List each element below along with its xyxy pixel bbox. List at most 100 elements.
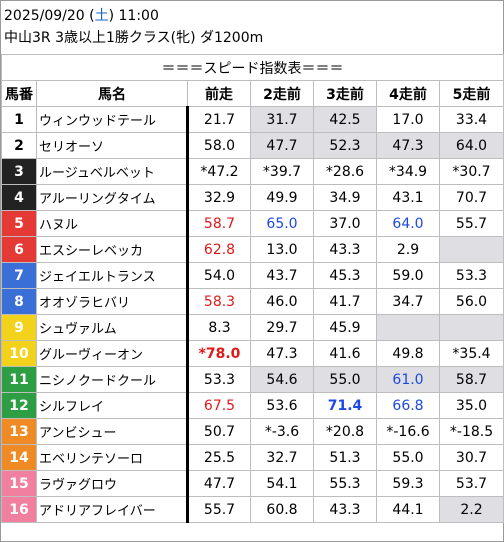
horse-name: グルーヴィーオン xyxy=(36,340,189,367)
speed-index-value: 30.7 xyxy=(438,444,504,471)
speed-index-value: 45.9 xyxy=(313,314,377,341)
speed-index-value: 2.9 xyxy=(376,236,440,263)
speed-index-value xyxy=(438,314,504,341)
horse-number: 16 xyxy=(1,496,37,523)
horse-number: 11 xyxy=(1,366,37,393)
speed-index-value: 21.7 xyxy=(187,106,251,133)
speed-index-value: 43.7 xyxy=(250,262,314,289)
speed-index-value: 43.1 xyxy=(376,184,440,211)
speed-index-value: 49.9 xyxy=(250,184,314,211)
table-row: 14 エベリンテソーロ 25.5 32.7 51.3 55.0 30.7 xyxy=(1,444,504,471)
speed-index-value: 53.3 xyxy=(187,366,251,393)
horse-number: 4 xyxy=(1,184,37,211)
horse-name: ニシノクードクール xyxy=(36,366,189,393)
speed-index-value: 34.7 xyxy=(376,288,440,315)
speed-index-value: 13.0 xyxy=(250,236,314,263)
speed-index-value: 59.3 xyxy=(376,470,440,497)
speed-index-value: 55.0 xyxy=(313,366,377,393)
speed-index-value: 47.7 xyxy=(250,132,314,159)
horse-number: 12 xyxy=(1,392,37,419)
table-row: 10 グルーヴィーオン *78.0 47.3 41.6 49.8 *35.4 xyxy=(1,340,504,367)
column-header-row: 馬番 馬名 前走 2走前 3走前 4走前 5走前 xyxy=(1,80,504,107)
horse-name: セリオーソ xyxy=(36,132,189,159)
table-row: 15 ラヴァグロウ 47.7 54.1 55.3 59.3 53.7 xyxy=(1,470,504,497)
speed-index-value: 50.7 xyxy=(187,418,251,445)
table-row: 6 エスシーレベッカ 62.8 13.0 43.3 2.9 xyxy=(1,236,504,263)
horse-name: ルージュベルベット xyxy=(36,158,189,185)
horse-number: 13 xyxy=(1,418,37,445)
horse-name: ウィンウッドテール xyxy=(36,106,189,133)
speed-index-value: *78.0 xyxy=(187,340,251,367)
horse-number: 6 xyxy=(1,236,37,263)
horse-number: 7 xyxy=(1,262,37,289)
horse-name: ハヌル xyxy=(36,210,189,237)
speed-index-value xyxy=(438,236,504,263)
header-horse-number: 馬番 xyxy=(1,80,37,107)
horse-name: オオゾラヒバリ xyxy=(36,288,189,315)
table-row: 4 アルーリングタイム 32.9 49.9 34.9 43.1 70.7 xyxy=(1,184,504,211)
speed-index-value: 61.0 xyxy=(376,366,440,393)
speed-index-value: 25.5 xyxy=(187,444,251,471)
header-3-races-ago: 3走前 xyxy=(313,80,377,107)
speed-index-value: 58.3 xyxy=(187,288,251,315)
header-last-race: 前走 xyxy=(187,80,251,107)
speed-index-value: 58.7 xyxy=(187,210,251,237)
speed-index-value: 59.0 xyxy=(376,262,440,289)
speed-index-value: 58.0 xyxy=(187,132,251,159)
speed-index-value: 17.0 xyxy=(376,106,440,133)
speed-index-value: 43.3 xyxy=(313,496,377,523)
speed-index-value: 42.5 xyxy=(313,106,377,133)
speed-index-value: *34.9 xyxy=(376,158,440,185)
horse-number: 15 xyxy=(1,470,37,497)
speed-index-value: 54.1 xyxy=(250,470,314,497)
date-text: 2025/09/20 ( xyxy=(4,8,95,24)
speed-index-value: 37.0 xyxy=(313,210,377,237)
speed-index-value: 34.9 xyxy=(313,184,377,211)
header-horse-name: 馬名 xyxy=(36,80,188,107)
horse-name: エベリンテソーロ xyxy=(36,444,189,471)
table-row: 3 ルージュベルベット *47.2 *39.7 *28.6 *34.9 *30.7 xyxy=(1,158,504,185)
speed-index-value: 53.3 xyxy=(438,262,504,289)
horse-name: シルフレイ xyxy=(36,392,189,419)
table-row: 8 オオゾラヒバリ 58.3 46.0 41.7 34.7 56.0 xyxy=(1,288,504,315)
speed-index-value: *35.4 xyxy=(438,340,504,367)
horse-name: シュヴァルム xyxy=(36,314,189,341)
table-row: 11 ニシノクードクール 53.3 54.6 55.0 61.0 58.7 xyxy=(1,366,504,393)
horse-number: 2 xyxy=(1,132,37,159)
speed-index-value: 71.4 xyxy=(313,392,377,419)
table-title: ＝＝＝スピード指数表＝＝＝ xyxy=(0,54,504,81)
speed-index-value: *20.8 xyxy=(313,418,377,445)
table-row: 1 ウィンウッドテール 21.7 31.7 42.5 17.0 33.4 xyxy=(1,106,504,133)
speed-index-value: 53.6 xyxy=(250,392,314,419)
speed-index-value: 66.8 xyxy=(376,392,440,419)
speed-index-value: 64.0 xyxy=(438,132,504,159)
horse-number: 10 xyxy=(1,340,37,367)
header-4-races-ago: 4走前 xyxy=(376,80,440,107)
speed-index-value: 67.5 xyxy=(187,392,251,419)
table-row: 5 ハヌル 58.7 65.0 37.0 64.0 55.7 xyxy=(1,210,504,237)
speed-index-table: ＝＝＝スピード指数表＝＝＝ 馬番 馬名 前走 2走前 3走前 4走前 5走前 1 ウィンウッド… xyxy=(0,54,504,523)
speed-index-value: 45.3 xyxy=(313,262,377,289)
speed-index-value: 54.6 xyxy=(250,366,314,393)
table-row: 7 ジェイエルトランス 54.0 43.7 45.3 59.0 53.3 xyxy=(1,262,504,289)
speed-index-value: 43.3 xyxy=(313,236,377,263)
speed-index-value: 64.0 xyxy=(376,210,440,237)
horse-number: 9 xyxy=(1,314,37,341)
speed-index-value: *39.7 xyxy=(250,158,314,185)
horse-number: 8 xyxy=(1,288,37,315)
horse-name: エスシーレベッカ xyxy=(36,236,189,263)
speed-index-value: 52.3 xyxy=(313,132,377,159)
speed-index-value: 47.3 xyxy=(376,132,440,159)
table-row: 9 シュヴァルム 8.3 29.7 45.9 xyxy=(1,314,504,341)
speed-index-value: *-18.5 xyxy=(438,418,504,445)
header-2-races-ago: 2走前 xyxy=(250,80,314,107)
speed-index-value: 41.7 xyxy=(313,288,377,315)
speed-index-value: 35.0 xyxy=(438,392,504,419)
header-5-races-ago: 5走前 xyxy=(438,80,504,107)
horse-name: アルーリングタイム xyxy=(36,184,189,211)
horse-number: 3 xyxy=(1,158,37,185)
speed-index-value: 49.8 xyxy=(376,340,440,367)
speed-index-value: 2.2 xyxy=(438,496,504,523)
horse-number: 5 xyxy=(1,210,37,237)
speed-index-value: 62.8 xyxy=(187,236,251,263)
